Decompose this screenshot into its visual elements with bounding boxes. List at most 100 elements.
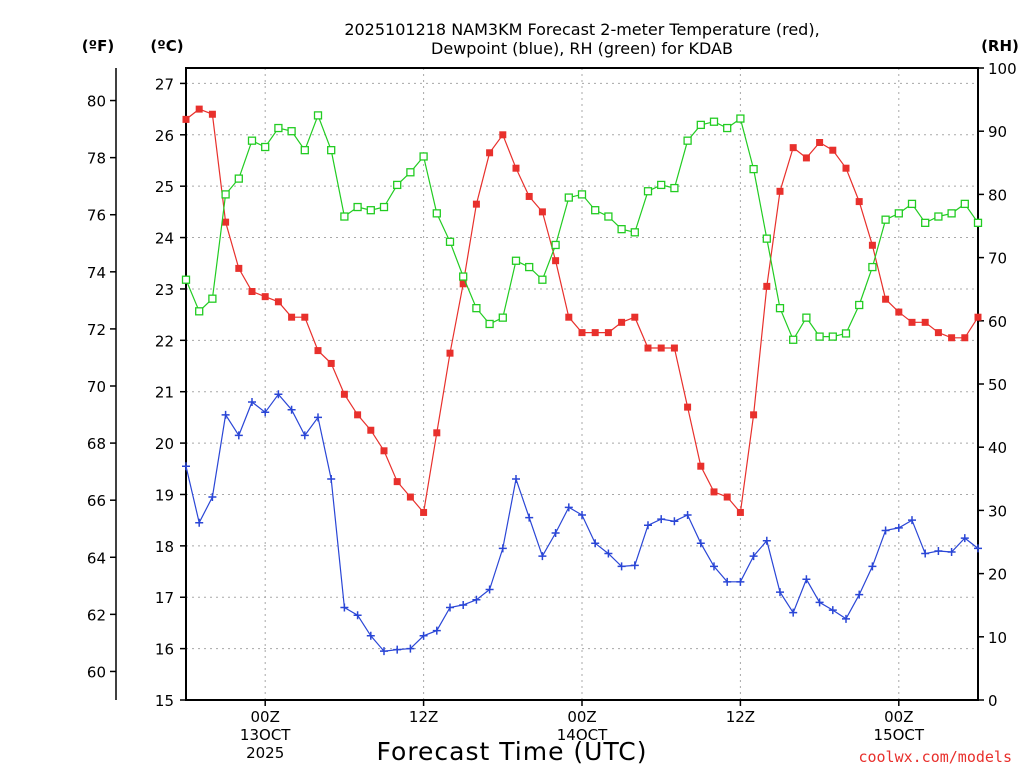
rh-point <box>802 313 811 322</box>
rh-point <box>445 237 455 246</box>
temperature-line <box>185 108 979 514</box>
celsius-tick-label: 17 <box>155 589 174 607</box>
temperature-point <box>802 154 810 162</box>
fahrenheit-tick-label: 72 <box>87 321 106 339</box>
fahrenheit-tick-label: 74 <box>87 264 106 282</box>
time-tick-label: 00Z <box>251 708 280 726</box>
temperature-point <box>472 200 480 208</box>
temperature-point <box>301 313 309 321</box>
dewpoint-point <box>683 511 692 520</box>
rh-point <box>525 262 534 272</box>
dewpoint-point <box>908 516 916 525</box>
dewpoint-point <box>670 517 679 526</box>
dewpoint-point <box>881 526 890 535</box>
dewpoint-point <box>472 595 481 604</box>
dewpoint-point <box>762 536 771 545</box>
rh-point <box>709 117 719 126</box>
time-tick-label: 00Z <box>567 708 596 726</box>
dewpoint-point <box>551 529 560 538</box>
celsius-tick-label: 22 <box>155 332 174 350</box>
rh-point <box>353 202 362 212</box>
dewpoint-point <box>868 562 877 571</box>
rh-point <box>313 111 323 120</box>
rh-point <box>208 294 217 303</box>
temperature-point <box>921 318 929 326</box>
rh-tick-label: 90 <box>988 123 1007 141</box>
dewpoint-point <box>234 431 243 440</box>
dewpoint-point <box>723 577 732 586</box>
celsius-tick-label: 15 <box>155 692 174 710</box>
rh-point <box>221 190 230 199</box>
dewpoint-point <box>710 562 718 571</box>
temperature-point <box>354 411 362 419</box>
fahrenheit-tick-label: 66 <box>87 492 106 510</box>
rh-point <box>630 228 639 237</box>
rh-point <box>643 187 653 196</box>
temperature-point <box>974 313 982 321</box>
celsius-unit-label: (ºC) <box>150 37 183 55</box>
dewpoint-point <box>366 631 375 640</box>
rh-point <box>564 193 573 202</box>
rh-point <box>274 123 283 133</box>
rh-point <box>485 319 494 329</box>
chart-title-line2: Dewpoint (blue), RH (green) for KDAB <box>431 39 733 58</box>
time-tick-label: 00Z <box>884 708 913 726</box>
temperature-point <box>697 462 705 470</box>
celsius-tick-label: 18 <box>155 538 174 556</box>
temperature-point <box>406 493 414 501</box>
rh-point <box>670 183 679 193</box>
celsius-tick-label: 16 <box>155 641 174 659</box>
rh-point <box>261 142 270 152</box>
temperature-point <box>776 187 784 195</box>
dewpoint-point <box>749 552 758 561</box>
time-tick-year: 2025 <box>246 744 284 762</box>
plot-frame <box>185 67 979 701</box>
rh-axis: 0 10 20 30 40 50 60 70 80 90 100 <box>978 60 1017 710</box>
rh-point <box>247 136 257 145</box>
rh-point <box>723 123 732 133</box>
dewpoint-point <box>221 410 230 419</box>
series-rh <box>181 111 983 344</box>
temperature-point <box>816 139 824 147</box>
rh-point <box>472 304 481 313</box>
rh-point <box>907 199 917 209</box>
dewpoint-point <box>261 408 270 417</box>
dewpoint-point <box>960 534 969 543</box>
rh-point <box>538 275 547 284</box>
credit-text: coolwx.com/models <box>858 748 1012 766</box>
dewpoint-point <box>921 549 930 558</box>
dewpoint-point <box>446 603 454 612</box>
temperature-point <box>578 329 586 337</box>
temperature-point <box>552 257 560 265</box>
rh-point <box>577 190 587 199</box>
dewpoint-point <box>802 575 811 584</box>
rh-point <box>195 307 204 316</box>
dewpoint-point <box>657 515 666 524</box>
temperature-point <box>842 164 850 172</box>
rh-point <box>789 335 798 344</box>
dewpoint-point <box>459 600 468 609</box>
dewpoint-point <box>195 518 204 527</box>
rh-point <box>432 209 441 218</box>
dewpoint-point <box>894 523 903 532</box>
dewpoint-point <box>617 562 626 571</box>
dewpoint-point <box>525 513 534 522</box>
dewpoint-point <box>564 503 573 512</box>
temperature-point <box>948 334 956 342</box>
rh-tick-label: 50 <box>988 376 1007 394</box>
rh-point <box>868 262 877 272</box>
temperature-point <box>670 344 678 352</box>
temperature-point <box>248 288 256 296</box>
rh-tick-label: 10 <box>988 629 1007 647</box>
rh-point <box>881 215 890 224</box>
dewpoint-point <box>353 611 362 620</box>
temperature-point <box>499 131 507 139</box>
x-axis-title: Forecast Time (UTC) <box>377 737 648 766</box>
rh-point <box>921 218 930 227</box>
temperature-point <box>684 403 692 411</box>
rh-point <box>855 300 864 310</box>
fahrenheit-tick-label: 60 <box>87 663 106 681</box>
rh-point <box>973 218 983 227</box>
